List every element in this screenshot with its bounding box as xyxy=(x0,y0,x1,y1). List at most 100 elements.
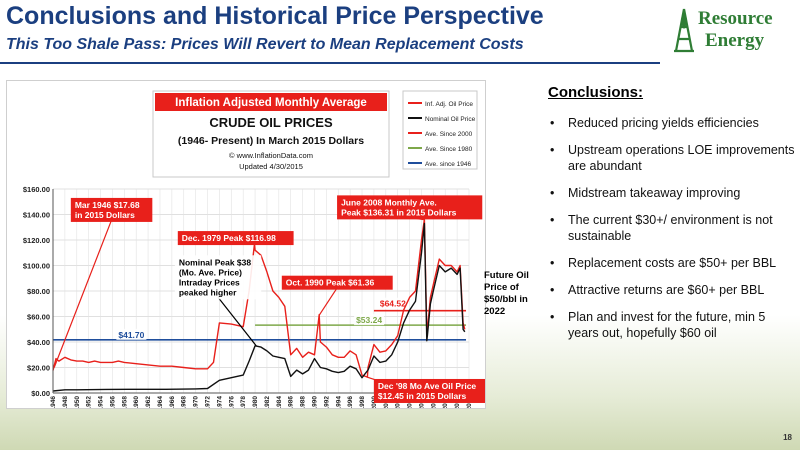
x-tick-label: 1996 xyxy=(347,396,354,408)
annotation-text: Dec. 1979 Peak $116.98 xyxy=(182,233,276,243)
page-number: 18 xyxy=(783,433,792,442)
conclusion-bullet-3: Midstream takeaway improving xyxy=(548,185,796,201)
x-tick-label: 1966 xyxy=(169,396,176,408)
chart-average-lines: $64.52 $53.24 $41.70 xyxy=(53,297,467,341)
y-tick-label: $160.00 xyxy=(23,185,50,194)
chart-svg: $64.52 $53.24 $41.70 $0.00 $20.00 $40.00 $60.… xyxy=(23,90,505,410)
chart-title-2: CRUDE OIL PRICES xyxy=(209,115,333,130)
x-tick-label: 2016 xyxy=(466,396,473,408)
y-tick-label: $140.00 xyxy=(23,211,50,220)
x-tick-label: 2010 xyxy=(430,396,437,408)
x-tick-label: 1962 xyxy=(145,396,152,408)
annotation-box xyxy=(174,255,262,300)
chart-title-3: (1946- Present) In March 2015 Dollars xyxy=(178,135,364,147)
x-tick-label: 1960 xyxy=(133,396,140,408)
x-tick-label: 2006 xyxy=(407,396,414,408)
x-tick-label: 1946 xyxy=(50,396,57,408)
x-tick-label: 1972 xyxy=(205,396,212,408)
chart-axes: $0.00 $20.00 $40.00 $60.00 $80.00 $100.00 $120… xyxy=(23,185,473,410)
conclusion-bullet-5: Replacement costs are $50+ per BBL xyxy=(548,255,796,271)
annotation-box xyxy=(70,197,153,222)
annotation-arrow xyxy=(53,219,113,368)
conclusion-bullet-4: The current $30+/ environment is not sus… xyxy=(548,212,796,244)
x-tick-label: 1956 xyxy=(109,396,116,408)
chart-updated: Updated 4/30/2015 xyxy=(239,162,303,171)
x-tick-label: 2000 xyxy=(371,396,378,408)
logo-text-energy: Energy xyxy=(705,30,765,51)
x-tick-label: 2014 xyxy=(454,396,461,408)
annotation-text: Nominal Peak $38 xyxy=(179,257,252,267)
annotation-text: Mar 1946 $17.68 xyxy=(75,200,140,210)
slide-title: Conclusions and Historical Price Perspec… xyxy=(6,2,544,30)
x-tick-label: 2012 xyxy=(442,396,449,408)
average-label-bg xyxy=(354,314,385,326)
conclusion-bullet-7: Plan and invest for the future, min 5 ye… xyxy=(548,309,796,341)
company-logo: Resource Energy xyxy=(672,6,796,56)
legend-label: Ave. since 1946 xyxy=(425,161,472,168)
x-tick-label: 1950 xyxy=(74,396,81,408)
annotation-text: in 2015 Dollars xyxy=(75,210,135,220)
conclusion-bullet-6: Attractive returns are $60+ per BBL xyxy=(548,282,796,298)
annotation-text: Oct. 1990 Peak $61.36 xyxy=(286,278,375,288)
chart-title-box: Inflation Adjusted Monthly Average CRUDE… xyxy=(152,90,390,178)
annotation-text: Intraday Prices xyxy=(179,277,240,287)
x-tick-label: 1982 xyxy=(264,396,271,408)
y-tick-label: $100.00 xyxy=(23,262,50,271)
x-tick-label: 1988 xyxy=(300,396,307,408)
x-tick-label: 1992 xyxy=(323,396,330,408)
average-label-bg xyxy=(116,328,147,340)
x-tick-label: 2004 xyxy=(395,396,402,408)
annotation-text: Dec '98 Mo Ave Oil Price xyxy=(378,381,477,391)
annotation-box xyxy=(177,231,294,246)
x-tick-label: 1978 xyxy=(240,396,247,408)
y-tick-label: $120.00 xyxy=(23,236,50,245)
annotation-box xyxy=(373,378,505,403)
y-tick-label: $80.00 xyxy=(27,287,50,296)
annotation-text: (Mo. Ave. Price) xyxy=(179,267,242,277)
legend-label: Inf. Adj. Oil Price xyxy=(425,101,473,108)
x-tick-label: 1958 xyxy=(121,396,128,408)
oil-price-chart: $64.52 $53.24 $41.70 $0.00 $20.00 $40.00 $60.… xyxy=(6,80,505,410)
future-price-note: Future Oil Price of $50/bbl in 2022 xyxy=(484,270,529,317)
x-tick-label: 1984 xyxy=(276,396,283,408)
legend-label: Nominal Oil Price xyxy=(425,116,476,123)
conclusions-heading: Conclusions: xyxy=(548,84,644,101)
y-tick-label: $20.00 xyxy=(27,364,50,373)
conclusions-list: Reduced pricing yields efficiencies Upst… xyxy=(548,115,796,352)
annotation-box xyxy=(337,195,483,220)
chart-legend: Inf. Adj. Oil Price Nominal Oil Price Ave.… xyxy=(402,90,478,170)
series-line xyxy=(52,222,466,392)
annotation-text: peaked higher xyxy=(179,287,237,297)
average-label: $64.52 xyxy=(380,299,406,309)
chart-source: © www.InflationData.com xyxy=(229,151,313,160)
x-tick-label: 1974 xyxy=(216,396,223,408)
x-tick-label: 2008 xyxy=(418,396,425,408)
annotation-arrow xyxy=(217,296,257,347)
x-tick-label: 2002 xyxy=(383,396,390,408)
average-label: $41.70 xyxy=(118,330,144,340)
x-tick-label: 1986 xyxy=(288,396,295,408)
x-tick-label: 1948 xyxy=(62,396,69,408)
x-tick-label: 1980 xyxy=(252,396,259,408)
x-tick-label: 1964 xyxy=(157,396,164,408)
annotation-box xyxy=(281,275,393,290)
x-tick-label: 1954 xyxy=(98,396,105,408)
y-tick-label: $60.00 xyxy=(27,313,50,322)
title-divider xyxy=(0,62,660,64)
x-tick-label: 1952 xyxy=(86,396,93,408)
annotation-text: $12.45 in 2015 Dollars xyxy=(378,391,467,401)
conclusion-bullet-1: Reduced pricing yields efficiencies xyxy=(548,115,796,131)
annotation-text: Peak $136.31 in 2015 Dollars xyxy=(341,207,457,217)
legend-label: Ave. Since 1980 xyxy=(425,146,473,153)
x-tick-label: 1990 xyxy=(311,396,318,408)
chart-series xyxy=(52,218,466,392)
logo-text-resource: Resource xyxy=(698,8,773,29)
slide-subtitle: This Too Shale Pass: Prices Will Revert … xyxy=(6,36,524,53)
y-tick-label: $40.00 xyxy=(27,338,50,347)
conclusion-bullet-2: Upstream operations LOE improvements are… xyxy=(548,142,796,174)
x-tick-label: 1970 xyxy=(193,396,200,408)
oil-derrick-icon xyxy=(674,8,694,53)
average-label-bg xyxy=(377,297,408,309)
chart-title: Inflation Adjusted Monthly Average xyxy=(175,97,367,109)
